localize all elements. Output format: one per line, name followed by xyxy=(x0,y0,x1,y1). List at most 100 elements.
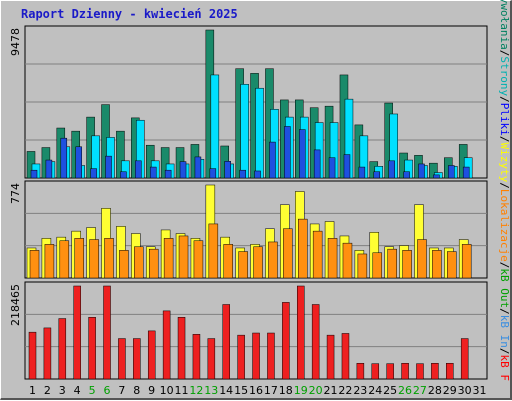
legend-separator: / xyxy=(498,347,511,355)
bar-kb-f-day-3 xyxy=(58,318,67,380)
x-tick-11: 11 xyxy=(174,384,188,397)
bar-kb-f-day-22 xyxy=(341,333,350,380)
bar-pliki-day-12 xyxy=(194,156,202,179)
kbytes-panel: 218465 xyxy=(9,281,488,380)
bar-kb-f-day-20 xyxy=(311,304,320,380)
x-tick-23: 23 xyxy=(353,384,367,397)
visits-panel: 774 xyxy=(9,180,488,279)
bar-pliki-day-5 xyxy=(90,168,97,179)
bar-pliki-day-23 xyxy=(358,166,366,179)
bar-lokalizacje-day-10 xyxy=(163,238,174,279)
bar-lokalizacje-day-27 xyxy=(417,239,427,279)
bar-strony-day-16 xyxy=(255,87,264,179)
legend-item: Wywołania xyxy=(498,0,511,50)
bar-kb-f-day-23 xyxy=(356,362,365,380)
bar-lokalizacje-day-17 xyxy=(268,241,278,279)
bar-kb-f-day-27 xyxy=(416,363,424,380)
x-tick-31: 31 xyxy=(473,384,487,397)
bar-kb-f-day-17 xyxy=(267,332,275,380)
y-max-label: 218465 xyxy=(9,284,22,326)
x-tick-14: 14 xyxy=(219,384,233,397)
bar-pliki-day-4 xyxy=(75,146,82,179)
legend-item: kB Out xyxy=(498,268,511,309)
bar-pliki-day-1 xyxy=(30,169,38,179)
bar-kb-f-day-29 xyxy=(446,362,454,380)
x-tick-27: 27 xyxy=(413,384,427,397)
legend-text: Wywołania / Strony / Pliki / Wizyty / Lo… xyxy=(495,0,512,382)
bar-strony-day-15 xyxy=(240,84,249,179)
bar-kb-f-day-6 xyxy=(103,285,111,380)
bar-pliki-day-25 xyxy=(388,160,395,179)
x-tick-16: 16 xyxy=(249,384,263,397)
chart-title: Raport Dzienny - kwiecień 2025 xyxy=(21,7,238,21)
bar-pliki-day-30 xyxy=(462,166,470,179)
x-tick-26: 26 xyxy=(398,384,412,397)
bar-lokalizacje-day-16 xyxy=(253,246,263,279)
bar-pliki-day-29 xyxy=(448,165,455,179)
bar-lokalizacje-day-19 xyxy=(298,218,308,279)
bar-lokalizacje-day-18 xyxy=(283,228,293,279)
bar-kb-f-day-30 xyxy=(460,338,469,380)
bar-lokalizacje-day-23 xyxy=(357,253,368,279)
bar-pliki-day-18 xyxy=(284,126,291,179)
legend-separator: / xyxy=(498,308,511,315)
bar-pliki-day-11 xyxy=(179,161,187,179)
bar-lokalizacje-day-25 xyxy=(387,248,397,279)
bar-pliki-day-7 xyxy=(120,171,127,179)
bar-lokalizacje-day-4 xyxy=(74,238,84,279)
x-axis-ticks: 1 2 3 4 5 6 7 8 9 10 11 12 13 14 15 16 17 18 19 20 21 22 23 24 2… xyxy=(29,384,487,397)
bar-lokalizacje-day-6 xyxy=(104,238,114,279)
bar-pliki-day-9 xyxy=(149,166,157,179)
bar-lokalizacje-day-3 xyxy=(59,240,70,279)
x-tick-22: 22 xyxy=(338,384,352,397)
bar-lokalizacje-day-9 xyxy=(148,248,159,279)
legend-item: Lokalizacje xyxy=(498,188,511,262)
bar-kb-f-day-15 xyxy=(237,334,245,380)
bar-kb-f-day-5 xyxy=(88,317,96,380)
legend-item: kB F xyxy=(498,354,511,382)
legend-separator: / xyxy=(498,49,511,57)
x-tick-9: 9 xyxy=(148,384,155,397)
bar-pliki-day-10 xyxy=(164,169,172,179)
y-max-label: 9478 xyxy=(9,28,22,56)
bar-lokalizacje-day-21 xyxy=(327,238,338,279)
x-tick-8: 8 xyxy=(133,384,140,397)
bar-kb-f-day-21 xyxy=(326,334,335,380)
bar-pliki-day-3 xyxy=(60,137,68,179)
x-tick-7: 7 xyxy=(118,384,125,397)
bar-kb-f-day-8 xyxy=(133,338,141,380)
x-tick-12: 12 xyxy=(189,384,203,397)
bar-kb-f-day-1 xyxy=(28,331,37,380)
x-tick-19: 19 xyxy=(294,384,308,397)
x-tick-10: 10 xyxy=(160,384,174,397)
legend-separator: / xyxy=(498,182,511,189)
bar-lokalizacje-day-2 xyxy=(44,244,55,279)
legend-item: Wizyty xyxy=(498,142,511,183)
x-tick-2: 2 xyxy=(44,384,51,397)
bar-kb-f-day-2 xyxy=(43,327,52,380)
bar-pliki-day-20 xyxy=(313,149,321,179)
bar-kb-f-day-24 xyxy=(371,363,380,380)
x-tick-3: 3 xyxy=(59,384,66,397)
bar-lokalizacje-day-20 xyxy=(312,230,323,279)
bar-kb-f-day-16 xyxy=(252,332,260,380)
x-tick-25: 25 xyxy=(383,384,397,397)
x-tick-21: 21 xyxy=(324,384,338,397)
bar-lokalizacje-day-14 xyxy=(223,244,233,279)
x-tick-4: 4 xyxy=(74,384,81,397)
bar-kb-f-day-9 xyxy=(147,330,156,380)
bar-lokalizacje-day-26 xyxy=(402,250,412,279)
bar-kb-f-day-12 xyxy=(192,334,201,380)
x-tick-30: 30 xyxy=(458,384,472,397)
x-tick-18: 18 xyxy=(279,384,293,397)
bar-lokalizacje-day-12 xyxy=(193,240,204,279)
legend-item: Strony xyxy=(498,56,511,97)
x-tick-1: 1 xyxy=(29,384,36,397)
legend-separator: / xyxy=(498,135,511,143)
bar-pliki-day-6 xyxy=(105,155,112,179)
x-tick-5: 5 xyxy=(89,384,96,397)
x-tick-17: 17 xyxy=(264,384,278,397)
bar-pliki-day-13 xyxy=(209,168,217,179)
legend: Wywołania / Strony / Pliki / Wizyty / Lo… xyxy=(495,0,512,382)
